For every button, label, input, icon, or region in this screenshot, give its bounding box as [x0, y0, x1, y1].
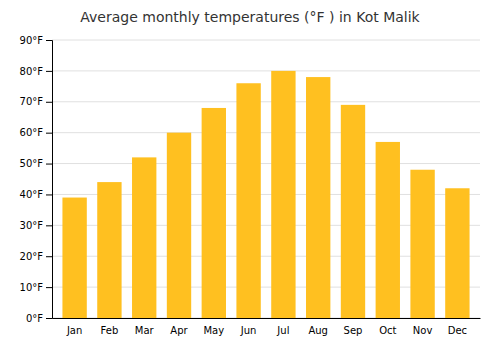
y-tick: 70°F — [20, 96, 52, 107]
y-tick-mark — [46, 71, 52, 72]
bar — [376, 142, 400, 318]
x-axis: Jan Feb Mar Apr May Jun Jul Aug Sep Oct Nov Dec — [53, 319, 481, 337]
grid-line — [52, 40, 480, 41]
bar — [410, 170, 434, 318]
x-tick-label: Feb — [101, 325, 119, 336]
y-tick: 10°F — [20, 282, 52, 293]
y-tick: 50°F — [20, 158, 52, 169]
grid-line — [52, 132, 480, 133]
y-tick-mark — [46, 225, 52, 226]
x-tick-label: Oct — [379, 325, 396, 336]
x-axis-line — [53, 318, 481, 319]
y-tick: 90°F — [20, 35, 52, 46]
bar — [445, 188, 469, 318]
y-tick-mark — [46, 194, 52, 195]
bar — [341, 105, 365, 318]
y-tick-label: 70°F — [20, 96, 44, 107]
bar — [271, 71, 295, 318]
x-tick: Feb — [101, 325, 119, 336]
y-tick: 20°F — [20, 251, 52, 262]
x-tick: May — [203, 325, 224, 336]
x-tick-label: Aug — [308, 325, 328, 336]
x-tick: Jul — [276, 325, 289, 336]
plot: 0°F 10°F 20°F 30°F 40°F 50°F 60°F 70°F 80°F 90°F J… — [20, 35, 481, 336]
bar — [306, 77, 330, 318]
x-tick-label: May — [203, 325, 224, 336]
grid-line — [52, 163, 480, 164]
bar — [62, 198, 86, 318]
x-tick-label: Dec — [448, 325, 467, 336]
x-tick-label: Nov — [413, 325, 433, 336]
x-tick-label: Sep — [344, 325, 363, 336]
y-tick-mark — [46, 318, 52, 319]
y-axis-line — [46, 41, 53, 319]
y-tick-mark — [46, 102, 52, 103]
x-tick: Apr — [170, 325, 188, 336]
x-tick: Aug — [308, 325, 328, 336]
bars — [62, 71, 469, 318]
y-tick: 30°F — [20, 220, 52, 231]
y-tick-label: 40°F — [20, 189, 44, 200]
x-tick-label: Jul — [276, 325, 289, 336]
y-tick-mark — [46, 164, 52, 165]
y-tick: 40°F — [20, 189, 52, 200]
x-tick-label: Mar — [135, 325, 155, 336]
grid-line — [52, 70, 480, 71]
bar — [202, 108, 226, 318]
y-tick-mark — [46, 40, 52, 41]
grid — [52, 40, 480, 318]
x-tick: Mar — [135, 325, 155, 336]
bar — [167, 133, 191, 318]
x-tick-label: Jan — [66, 325, 82, 336]
title: Average monthly temperatures (°F ) in Ko… — [80, 9, 420, 25]
x-tick: Nov — [413, 325, 433, 336]
y-tick-label: 10°F — [20, 282, 44, 293]
y-tick-label: 30°F — [20, 220, 44, 231]
bar — [236, 83, 260, 318]
x-tick: Oct — [379, 325, 396, 336]
grid-line — [52, 101, 480, 102]
y-tick-label: 0°F — [26, 313, 43, 324]
x-tick: Dec — [448, 325, 467, 336]
y-tick-mark — [46, 287, 52, 288]
x-tick-label: Jun — [240, 325, 257, 336]
y-axis: 0°F 10°F 20°F 30°F 40°F 50°F 60°F 70°F 80°F 90°F — [20, 35, 53, 324]
y-tick-label: 60°F — [20, 127, 44, 138]
y-tick-label: 20°F — [20, 251, 44, 262]
x-tick: Jan — [66, 325, 82, 336]
bar — [97, 182, 121, 318]
y-tick-label: 80°F — [20, 66, 44, 77]
y-tick: 80°F — [20, 66, 52, 77]
y-tick-mark — [46, 256, 52, 257]
x-tick: Sep — [344, 325, 363, 336]
bar — [132, 157, 156, 318]
y-tick-label: 50°F — [20, 158, 44, 169]
y-tick: 0°F — [26, 313, 52, 324]
x-tick-label: Apr — [170, 325, 188, 336]
y-tick-label: 90°F — [20, 35, 44, 46]
x-tick: Jun — [240, 325, 257, 336]
y-tick: 60°F — [20, 127, 52, 138]
chart: Average monthly temperatures (°F ) in Ko… — [0, 0, 500, 350]
y-tick-mark — [46, 133, 52, 134]
